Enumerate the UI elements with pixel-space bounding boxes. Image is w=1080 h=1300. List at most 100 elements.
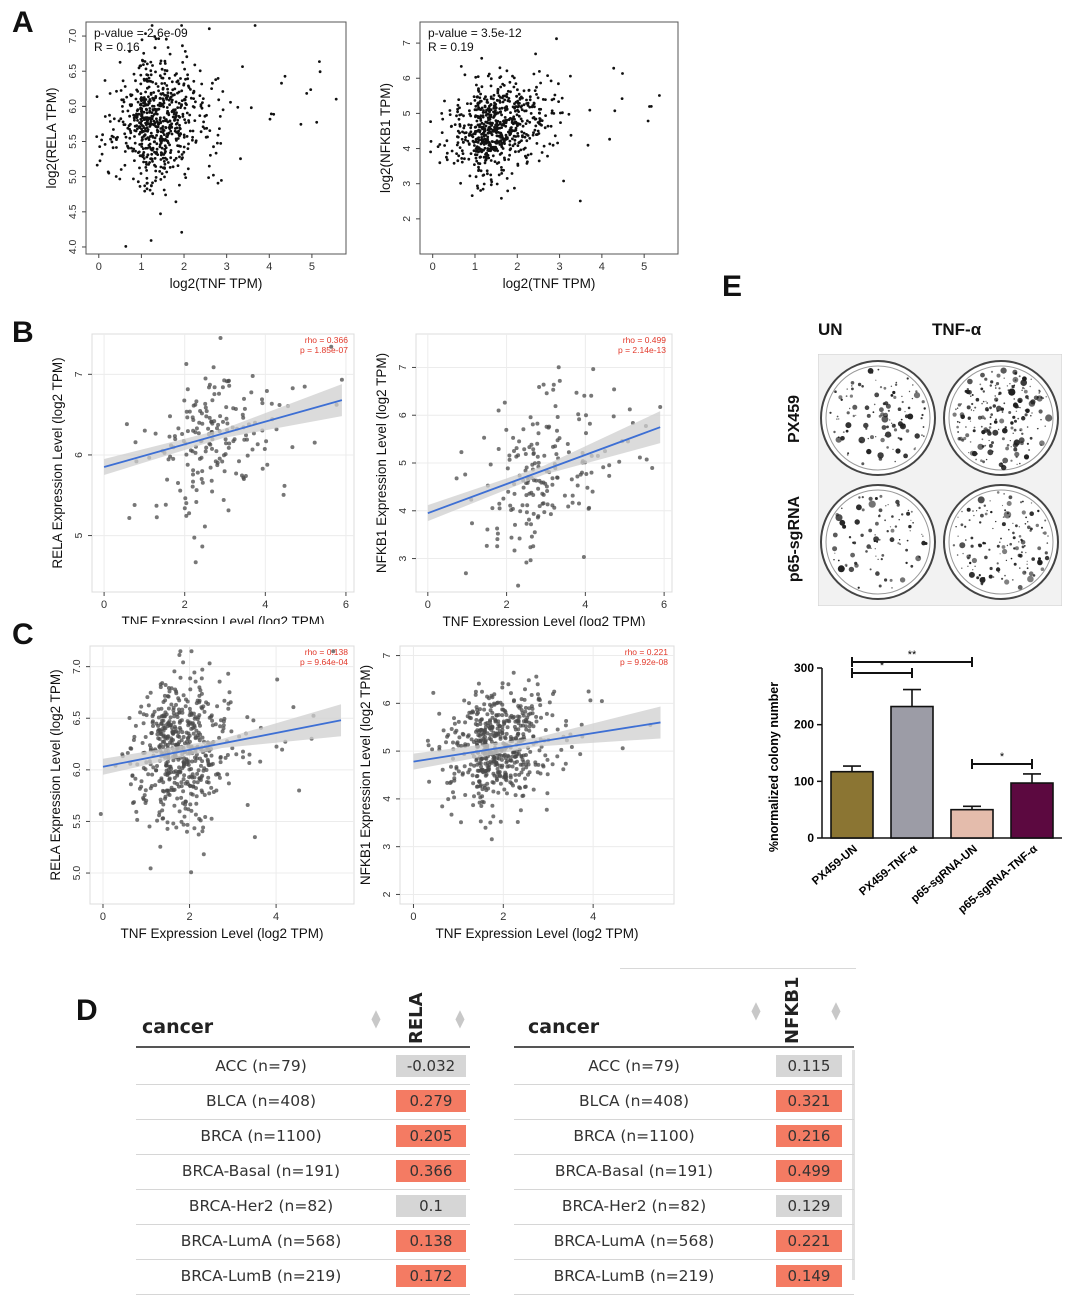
colony (856, 504, 862, 511)
colony (1021, 510, 1026, 515)
data-point (494, 102, 498, 106)
y-tick-label: 6.0 (67, 99, 79, 114)
data-point (163, 72, 167, 76)
colony (886, 530, 889, 533)
data-point (212, 173, 215, 177)
data-point (152, 119, 156, 123)
data-point (175, 72, 178, 75)
data-point (523, 724, 528, 729)
data-point (194, 500, 199, 504)
data-point (170, 730, 175, 735)
data-point (503, 116, 507, 119)
colony (956, 407, 959, 409)
correlation-value: 0.321 (776, 1090, 842, 1112)
data-point (515, 718, 519, 723)
data-point (181, 156, 184, 160)
data-point (217, 391, 221, 396)
data-point (492, 93, 496, 97)
data-point (460, 771, 465, 776)
colony (865, 427, 868, 430)
data-point (498, 781, 503, 786)
data-point (536, 692, 540, 697)
data-point (525, 503, 530, 508)
data-point (180, 99, 184, 102)
data-point (188, 129, 192, 133)
data-point (517, 150, 521, 153)
data-point (147, 136, 151, 140)
colony (833, 559, 835, 561)
data-point (500, 702, 505, 707)
data-point (171, 88, 175, 92)
data-point (453, 123, 457, 126)
data-point (531, 734, 536, 739)
data-point (192, 535, 197, 540)
colony (832, 532, 838, 538)
data-point (214, 449, 219, 454)
sort-arrows-icon[interactable]: ▲ ▼ (831, 999, 841, 1022)
stat-rho: rho = 0.499 (623, 335, 667, 345)
y-tick-label: 7 (381, 652, 393, 658)
colony (995, 418, 997, 421)
data-point (184, 501, 189, 506)
colony (898, 539, 901, 541)
sort-arrows-icon[interactable]: ▲ ▼ (751, 999, 761, 1022)
colony (972, 569, 974, 571)
data-point (489, 145, 493, 148)
data-point (103, 115, 107, 118)
colony (913, 392, 921, 399)
data-point (153, 35, 156, 38)
column-header-rela[interactable]: RELA (406, 992, 427, 1044)
colony (982, 460, 985, 464)
colony (1030, 414, 1032, 417)
colony (1025, 516, 1027, 519)
data-point (545, 791, 550, 796)
divider-line (620, 968, 856, 969)
colony (1020, 551, 1023, 554)
cancer-name: BRCA-Her2 (n=82) (188, 1197, 334, 1215)
x-tick-label: 2 (504, 599, 510, 611)
column-header-cancer[interactable]: cancer (142, 1016, 214, 1038)
data-point (517, 114, 521, 118)
sort-arrows-icon[interactable]: ▲ ▼ (371, 1007, 381, 1030)
data-point (516, 108, 519, 112)
data-point (172, 724, 177, 729)
data-point (578, 472, 583, 477)
data-point (108, 120, 112, 123)
data-point (192, 97, 196, 100)
column-header-cancer[interactable]: cancer (528, 1016, 600, 1038)
data-point (114, 175, 118, 178)
colony (996, 544, 1000, 548)
y-axis-label: log2(RELA TPM) (44, 87, 59, 188)
data-point (98, 812, 103, 816)
significance-label: * (1000, 751, 1005, 763)
data-point (251, 718, 256, 723)
data-point (479, 764, 483, 769)
data-point (264, 439, 269, 444)
colony (981, 438, 984, 441)
data-point (511, 435, 516, 440)
scrollbar-track[interactable] (852, 1050, 855, 1280)
column-header-nfkb1[interactable]: NFKB1 (782, 976, 803, 1044)
data-point (218, 724, 223, 729)
y-tick-label: 5 (401, 110, 413, 116)
data-point (160, 151, 164, 155)
colony (997, 428, 1000, 431)
data-point (507, 457, 512, 462)
data-point (179, 132, 183, 136)
data-point (523, 452, 528, 456)
data-point (480, 132, 483, 136)
colony (983, 542, 987, 545)
data-point (496, 712, 501, 717)
data-point (178, 488, 183, 493)
data-point (138, 710, 143, 715)
data-point (158, 145, 162, 149)
sort-arrows-icon[interactable]: ▲ ▼ (455, 1007, 465, 1030)
colony (996, 491, 1000, 494)
data-point (144, 107, 148, 111)
data-point (147, 117, 150, 120)
data-point (109, 137, 112, 141)
data-point (131, 738, 136, 742)
data-point (441, 728, 446, 733)
